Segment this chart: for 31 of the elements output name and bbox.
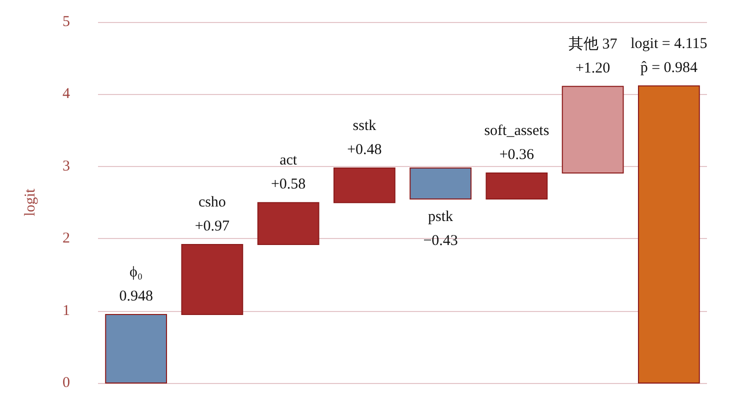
bar [638, 85, 700, 384]
x-tick-label: logit = 4.115 [630, 36, 708, 52]
data-label: +0.58 [270, 176, 306, 193]
bar [333, 167, 396, 204]
y-tick-label: 1 [62, 302, 70, 319]
x-tick-label: csho [198, 194, 226, 211]
data-label: +0.97 [194, 218, 230, 235]
bar [257, 202, 320, 246]
y-axis-title: logit [22, 188, 38, 216]
x-tick-label: soft_assets [484, 123, 550, 140]
annotation: p̂ = 0.984 [640, 60, 698, 76]
data-label: 0.948 [119, 288, 153, 305]
y-tick-label: 3 [62, 158, 70, 174]
data-label: +0.48 [347, 142, 382, 158]
y-tick-label: 0 [62, 375, 70, 391]
bar [486, 172, 548, 200]
data-label: +0.36 [499, 147, 535, 164]
x-tick-label: pstk [428, 209, 454, 226]
bar [410, 167, 472, 200]
x-tick-label: ϕ₀ [130, 264, 143, 281]
bar [181, 244, 244, 316]
x-tick-label: 其他 37 [568, 35, 618, 52]
y-tick-label: 2 [62, 230, 70, 247]
x-tick-label: sstk [352, 118, 377, 134]
data-label: +1.20 [575, 60, 610, 76]
data-label: −0.43 [423, 233, 458, 250]
y-tick-label: 4 [62, 86, 70, 102]
x-tick-label: act [280, 152, 298, 169]
bar [562, 86, 624, 174]
bar [105, 314, 168, 384]
y-tick-label: 5 [62, 14, 70, 30]
